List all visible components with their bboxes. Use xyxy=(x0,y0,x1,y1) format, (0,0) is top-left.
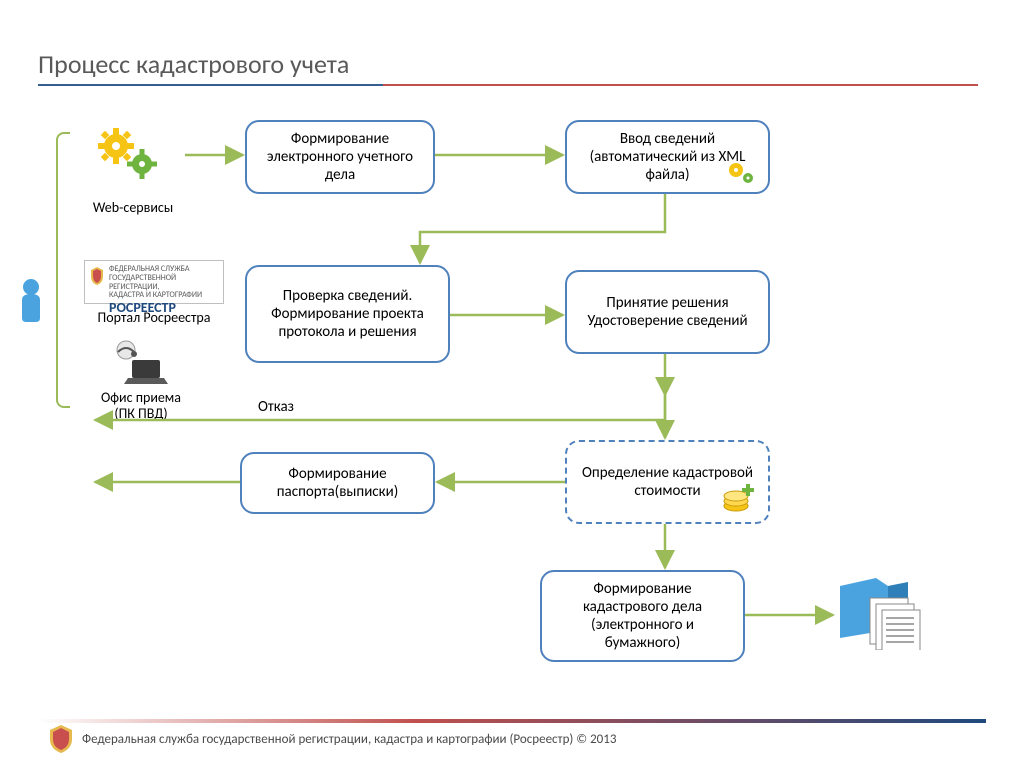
emblem-icon xyxy=(89,267,105,285)
source-office-label: Офис приема (ПК ПВД) xyxy=(86,390,196,422)
folder-documents-icon xyxy=(836,574,926,650)
coins-icon xyxy=(722,484,758,514)
node-cadastral-value: Определение кадастровой стоимости xyxy=(565,440,770,524)
node-check-data: Проверка сведений. Формирование проекта … xyxy=(245,265,450,363)
footer-text: Федеральная служба государственной регис… xyxy=(82,732,616,747)
operator-laptop-icon xyxy=(104,338,168,386)
flowchart: Web-сервисы ФЕДЕРАЛЬНАЯ СЛУЖБА ГОСУДАРСТ… xyxy=(0,0,1024,767)
curly-bracket xyxy=(56,132,70,408)
footer-emblem-icon xyxy=(48,725,74,753)
node-form-passport: Формирование паспорта(выписки) xyxy=(240,452,435,514)
node-form-electronic-case: Формирование электронного учетного дела xyxy=(245,120,435,194)
footer-accent-bar xyxy=(38,719,986,723)
rosreestr-logo-box: ФЕДЕРАЛЬНАЯ СЛУЖБА ГОСУДАРСТВЕННОЙ РЕГИС… xyxy=(84,260,224,304)
node-input-data-xml: Ввод сведений (автоматический из XML фай… xyxy=(565,120,770,194)
person-icon xyxy=(18,278,44,322)
gears-icon xyxy=(98,128,162,182)
source-web-label: Web-сервисы xyxy=(88,200,178,216)
node-form-cadastral-file: Формирование кадастрового дела (электрон… xyxy=(540,570,745,662)
rosreestr-smalltext: ФЕДЕРАЛЬНАЯ СЛУЖБА ГОСУДАРСТВЕННОЙ РЕГИС… xyxy=(109,265,219,300)
source-portal-label: Портал Росреестра xyxy=(84,310,224,326)
gears-icon xyxy=(726,160,756,186)
node-decision: Принятие решения Удостоверение сведений xyxy=(565,270,770,354)
refusal-label: Отказ xyxy=(258,398,294,416)
